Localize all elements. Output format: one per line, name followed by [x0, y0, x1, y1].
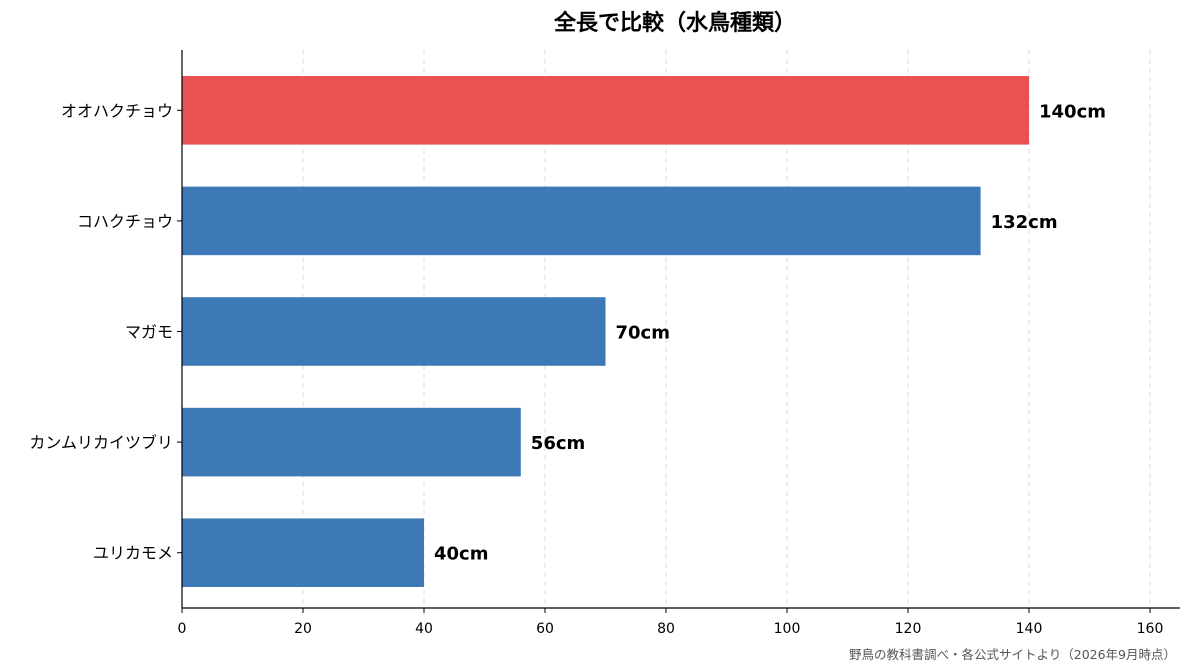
bar — [182, 76, 1029, 145]
axes — [181, 50, 1180, 609]
source-note: 野鳥の教科書調べ・各公式サイトより（2026年9月時点） — [849, 647, 1176, 662]
value-label: 132cm — [991, 212, 1058, 233]
x-tick-label: 160 — [1137, 621, 1164, 637]
bar — [182, 407, 521, 477]
x-tick-label: 0 — [178, 621, 187, 637]
category-label: コハクチョウ — [77, 212, 173, 231]
bar — [182, 186, 981, 256]
x-tick-label: 80 — [657, 621, 675, 637]
value-label: 40cm — [434, 544, 488, 565]
bar — [182, 297, 606, 366]
x-tick-label: 100 — [774, 621, 801, 637]
category-label: マガモ — [125, 323, 173, 342]
value-label: 56cm — [531, 433, 585, 454]
chart-title: 全長で比較（水鳥種類） — [553, 10, 796, 36]
value-label: 140cm — [1039, 101, 1106, 122]
x-tick-label: 60 — [536, 621, 554, 637]
category-label: ユリカモメ — [93, 544, 173, 563]
value-label: 70cm — [616, 323, 670, 344]
category-label: オオハクチョウ — [61, 101, 173, 120]
x-tick-label: 40 — [415, 621, 433, 637]
bars — [182, 76, 1029, 587]
x-tick-label: 20 — [294, 621, 312, 637]
x-tick-label: 120 — [895, 621, 922, 637]
category-label: カンムリカイツブリ — [29, 433, 173, 452]
bar — [182, 518, 424, 587]
x-tick-label: 140 — [1016, 621, 1043, 637]
value-labels: 140cm 132cm 70cm 56cm 40cm — [434, 101, 1106, 564]
x-ticks: 0 20 40 60 80 100 120 140 160 — [178, 608, 1164, 637]
